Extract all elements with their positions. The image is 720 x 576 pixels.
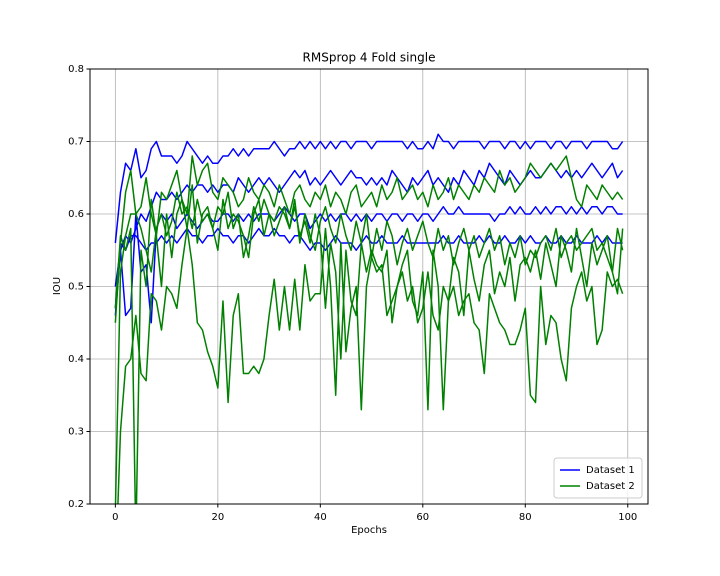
data-line	[114, 155, 624, 323]
y-tick-label: 0.2	[68, 499, 84, 510]
y-tick-label: 0.5	[68, 282, 84, 293]
y-axis-label: IOU	[52, 277, 63, 295]
x-tick-label: 60	[416, 512, 429, 523]
x-tick-label: 40	[314, 512, 327, 523]
y-tick-label: 0.8	[68, 64, 84, 75]
plot-area	[114, 133, 624, 504]
y-tick-label: 0.6	[68, 209, 84, 220]
x-tick-label: 20	[211, 512, 224, 523]
legend-box	[553, 457, 643, 499]
data-line	[114, 191, 624, 504]
data-line	[117, 227, 624, 504]
y-tick-label: 0.3	[68, 427, 84, 438]
chart-title: RMSprop 4 Fold single	[303, 51, 436, 65]
ticks: 0 20 40 60 80 100 0.2 0.3 0.4 0.5 0.6 0.7 0.8	[68, 64, 637, 523]
x-tick-label: 80	[519, 512, 532, 523]
x-tick-label: 100	[618, 512, 637, 523]
data-line	[114, 184, 624, 504]
y-tick-label: 0.4	[68, 354, 84, 365]
data-line	[114, 162, 624, 287]
x-tick-label: 0	[112, 512, 118, 523]
data-line	[114, 133, 624, 244]
legend: Dataset 1 Dataset 2	[553, 457, 643, 499]
legend-label: Dataset 2	[586, 481, 635, 492]
legend-label: Dataset 1	[586, 465, 635, 476]
x-axis-label: Epochs	[351, 525, 387, 536]
y-tick-label: 0.7	[68, 137, 84, 148]
